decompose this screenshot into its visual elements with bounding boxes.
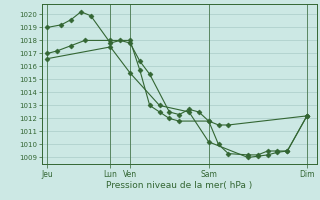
X-axis label: Pression niveau de la mer( hPa ): Pression niveau de la mer( hPa ) xyxy=(106,181,252,190)
